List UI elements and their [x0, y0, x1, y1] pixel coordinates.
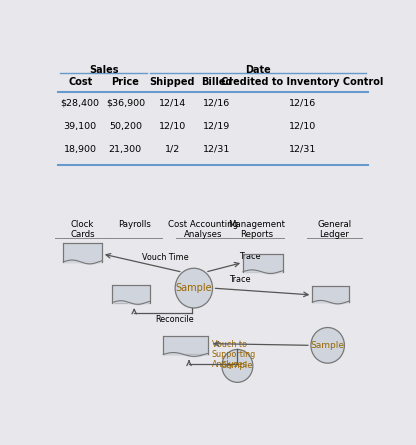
Text: Sample: Sample — [176, 283, 212, 293]
Text: Vouch Time: Vouch Time — [141, 253, 188, 263]
Text: Sample: Sample — [222, 361, 253, 370]
Circle shape — [175, 268, 213, 308]
Text: Sales: Sales — [89, 65, 118, 75]
Text: Clock
Cards: Clock Cards — [70, 219, 95, 239]
Text: Reconcile: Reconcile — [155, 315, 194, 324]
Text: 12/14: 12/14 — [158, 98, 186, 107]
Text: 21,300: 21,300 — [109, 145, 142, 154]
Text: Credited to Inventory Control: Credited to Inventory Control — [221, 77, 384, 87]
Text: 1/2: 1/2 — [164, 145, 180, 154]
Circle shape — [311, 328, 344, 363]
Text: 50,200: 50,200 — [109, 121, 142, 130]
Text: 12/19: 12/19 — [203, 121, 230, 130]
Text: Trace: Trace — [229, 275, 250, 284]
Text: 12/16: 12/16 — [289, 98, 316, 107]
FancyBboxPatch shape — [163, 336, 208, 354]
Text: 12/10: 12/10 — [289, 121, 316, 130]
Text: 12/10: 12/10 — [158, 121, 186, 130]
Text: Trace: Trace — [239, 252, 260, 261]
Text: 12/31: 12/31 — [289, 145, 316, 154]
Text: Sample: Sample — [311, 341, 344, 350]
Text: Vouch to
Supporting
Analyses: Vouch to Supporting Analyses — [212, 340, 256, 369]
Text: 12/16: 12/16 — [203, 98, 230, 107]
Text: Price: Price — [111, 77, 139, 87]
FancyBboxPatch shape — [243, 254, 283, 272]
FancyBboxPatch shape — [63, 243, 102, 262]
Text: Cost Accounting
Analyses: Cost Accounting Analyses — [168, 219, 239, 239]
Text: Cost: Cost — [68, 77, 92, 87]
Text: Billed: Billed — [201, 77, 232, 87]
Text: 39,100: 39,100 — [64, 121, 97, 130]
Text: Shipped: Shipped — [149, 77, 195, 87]
Text: 12/31: 12/31 — [203, 145, 230, 154]
FancyBboxPatch shape — [312, 286, 349, 302]
Text: Payrolls: Payrolls — [118, 219, 151, 229]
Text: $36,900: $36,900 — [106, 98, 145, 107]
Text: Date: Date — [245, 65, 271, 75]
Text: General
Ledger: General Ledger — [317, 219, 351, 239]
Text: Management
Reports: Management Reports — [228, 219, 285, 239]
Text: $28,400: $28,400 — [61, 98, 100, 107]
Text: 18,900: 18,900 — [64, 145, 97, 154]
Circle shape — [222, 349, 253, 382]
FancyBboxPatch shape — [112, 285, 149, 303]
